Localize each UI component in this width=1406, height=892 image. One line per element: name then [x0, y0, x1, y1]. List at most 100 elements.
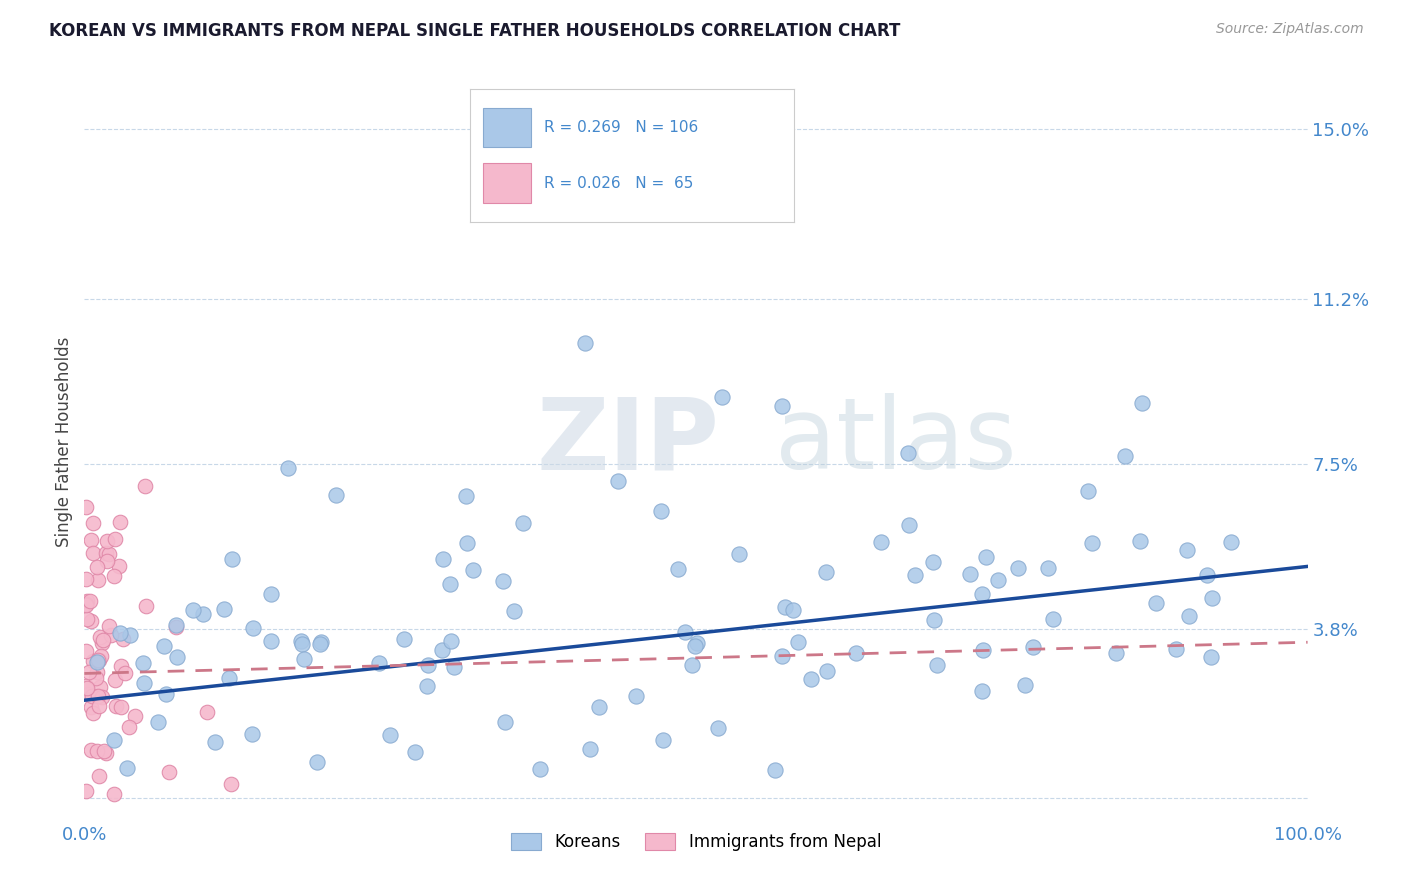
- Point: [1129, 534, 1152, 549]
- Point: [86, 744, 108, 758]
- Point: [439, 576, 461, 591]
- Point: [430, 643, 453, 657]
- Point: [845, 647, 868, 661]
- Point: [922, 613, 945, 627]
- Point: [221, 552, 243, 566]
- Point: [214, 602, 236, 616]
- Point: [896, 446, 918, 460]
- Point: [681, 658, 703, 673]
- Point: [972, 642, 994, 657]
- Point: [90, 648, 112, 663]
- Point: [155, 687, 177, 701]
- Point: [75, 572, 97, 586]
- Point: [578, 742, 600, 756]
- Point: [456, 489, 478, 503]
- Point: [87, 653, 110, 667]
- Point: [1220, 535, 1243, 549]
- Point: [110, 699, 132, 714]
- Point: [1178, 608, 1201, 623]
- Point: [103, 569, 125, 583]
- Point: [770, 399, 793, 413]
- Point: [76, 611, 98, 625]
- Point: [1166, 642, 1188, 657]
- Point: [90, 636, 112, 650]
- Point: [91, 690, 114, 704]
- Point: [82, 706, 104, 721]
- Point: [89, 680, 111, 694]
- Point: [87, 653, 110, 667]
- Point: [728, 547, 751, 561]
- Point: [76, 681, 98, 696]
- Point: [588, 700, 610, 714]
- Point: [75, 643, 97, 657]
- Point: [775, 600, 797, 615]
- Point: [204, 735, 226, 749]
- Point: [146, 714, 169, 729]
- Point: [970, 683, 993, 698]
- Point: [260, 587, 283, 601]
- Point: [416, 679, 439, 693]
- Point: [817, 665, 839, 679]
- Point: [922, 555, 945, 569]
- Point: [96, 546, 118, 560]
- Y-axis label: Single Father Households: Single Father Households: [55, 336, 73, 547]
- Point: [443, 660, 465, 674]
- Point: [153, 639, 176, 653]
- Point: [707, 721, 730, 735]
- Point: [98, 547, 121, 561]
- Point: [219, 776, 242, 790]
- Point: [193, 607, 215, 622]
- Point: [925, 657, 948, 672]
- Point: [897, 517, 920, 532]
- Point: [104, 532, 127, 546]
- Point: [118, 720, 141, 734]
- Point: [75, 500, 97, 515]
- Point: [800, 672, 823, 686]
- Point: [134, 676, 156, 690]
- Point: [432, 551, 454, 566]
- Point: [440, 634, 463, 648]
- Point: [80, 743, 103, 757]
- Point: [815, 566, 838, 580]
- Point: [76, 687, 98, 701]
- Point: [75, 679, 97, 693]
- Point: [75, 597, 97, 611]
- Point: [86, 655, 108, 669]
- Point: [904, 567, 927, 582]
- Point: [103, 733, 125, 747]
- Point: [104, 673, 127, 688]
- Point: [1038, 560, 1060, 574]
- Text: Source: ZipAtlas.com: Source: ZipAtlas.com: [1216, 22, 1364, 37]
- Point: [89, 769, 111, 783]
- Point: [87, 573, 110, 587]
- Point: [786, 634, 808, 648]
- Point: [606, 474, 628, 488]
- Point: [86, 665, 108, 679]
- Point: [291, 637, 314, 651]
- Point: [77, 665, 100, 679]
- Point: [277, 461, 299, 475]
- Point: [494, 715, 516, 730]
- Point: [1077, 484, 1099, 499]
- Point: [96, 746, 118, 760]
- Point: [218, 671, 240, 685]
- Point: [309, 637, 332, 651]
- Point: [124, 709, 146, 723]
- Point: [157, 765, 180, 780]
- Point: [87, 699, 110, 714]
- Point: [108, 626, 131, 640]
- Point: [166, 650, 188, 665]
- Point: [970, 587, 993, 601]
- Legend: Koreans, Immigrants from Nepal: Koreans, Immigrants from Nepal: [505, 826, 887, 858]
- Point: [305, 755, 328, 769]
- Point: [292, 652, 315, 666]
- Point: [418, 657, 440, 672]
- Point: [97, 618, 120, 632]
- Point: [1014, 678, 1036, 692]
- Text: KOREAN VS IMMIGRANTS FROM NEPAL SINGLE FATHER HOUSEHOLDS CORRELATION CHART: KOREAN VS IMMIGRANTS FROM NEPAL SINGLE F…: [49, 22, 901, 40]
- Point: [108, 559, 131, 574]
- Point: [492, 574, 515, 589]
- Point: [165, 617, 187, 632]
- Point: [260, 634, 283, 648]
- Point: [1022, 640, 1045, 655]
